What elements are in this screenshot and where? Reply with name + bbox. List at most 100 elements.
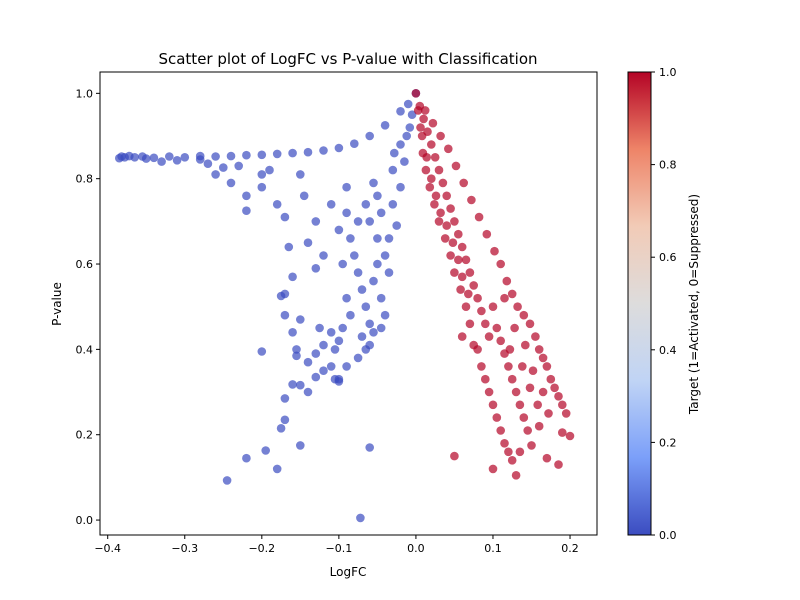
point-target-0 (280, 310, 290, 320)
colorbar (627, 71, 652, 536)
point-target-1 (527, 441, 536, 450)
point-target-0 (284, 242, 294, 252)
point-target-0 (357, 332, 367, 341)
point-target-1 (438, 178, 448, 188)
point-target-1 (534, 421, 544, 431)
point-target-1 (465, 319, 475, 329)
point-target-0 (299, 191, 309, 201)
point-target-1 (450, 268, 459, 277)
point-target-0 (353, 353, 363, 363)
point-target-1 (554, 392, 563, 401)
point-target-0 (361, 302, 371, 312)
point-target-1 (477, 362, 486, 371)
point-target-0 (211, 170, 220, 179)
point-target-1 (473, 293, 482, 303)
point-target-1 (544, 409, 553, 418)
point-target-1 (490, 246, 499, 256)
point-target-0 (303, 357, 313, 367)
point-target-0 (288, 148, 297, 158)
point-target-0 (376, 293, 386, 303)
point-target-1 (444, 144, 453, 154)
point-target-1 (492, 323, 502, 333)
point-target-1 (561, 409, 571, 418)
point-target-1 (440, 234, 450, 243)
point-target-0 (296, 315, 305, 324)
point-target-1 (518, 362, 527, 371)
point-target-0 (380, 121, 390, 130)
point-target-0 (203, 159, 213, 168)
point-target-0 (157, 157, 166, 166)
point-target-1 (469, 340, 479, 350)
point-target-1 (507, 289, 517, 299)
point-target-1 (442, 221, 452, 230)
point-target-1 (546, 374, 556, 384)
point-target-1 (510, 323, 519, 333)
point-target-1 (500, 439, 509, 448)
point-target-0 (357, 285, 367, 294)
point-target-0 (211, 152, 220, 161)
point-target-1 (519, 413, 529, 422)
point-target-0 (407, 110, 417, 119)
point-target-1 (550, 383, 559, 393)
point-target-1 (504, 362, 513, 371)
point-target-0 (292, 345, 301, 354)
point-target-1 (450, 451, 459, 461)
point-target-0 (365, 217, 375, 226)
point-target-1 (454, 229, 463, 239)
point-target-1 (461, 302, 471, 312)
point-target-1 (504, 447, 513, 457)
point-target-0 (376, 323, 386, 333)
point-target-1 (538, 387, 548, 397)
point-target-1 (542, 453, 552, 463)
point-target-1 (523, 426, 532, 435)
point-target-1 (558, 400, 567, 410)
point-target-0 (353, 268, 363, 277)
point-target-0 (342, 182, 351, 192)
point-target-0 (288, 328, 297, 337)
point-target-0 (342, 208, 351, 218)
point-target-0 (311, 264, 321, 273)
point-target-1 (474, 212, 484, 222)
point-target-1 (481, 319, 490, 329)
point-target-1 (515, 400, 525, 410)
point-target-1 (531, 332, 540, 341)
point-target-1 (525, 319, 535, 329)
y-tick-label: 0.2 (76, 429, 94, 442)
point-target-1 (448, 238, 458, 247)
point-target-0 (392, 221, 402, 230)
point-target-1 (496, 336, 506, 346)
point-target-0 (311, 217, 321, 226)
point-target-0 (149, 153, 159, 163)
point-target-0 (380, 310, 390, 320)
point-target-0 (350, 139, 359, 148)
point-target-1 (511, 471, 521, 480)
point-target-0 (373, 259, 382, 269)
point-target-1 (528, 366, 538, 376)
point-target-1 (505, 345, 515, 354)
point-target-0 (296, 380, 305, 390)
point-target-1 (496, 426, 506, 435)
point-target-1 (542, 362, 552, 371)
x-tick-label: 0.1 (484, 542, 502, 555)
point-target-0 (346, 310, 355, 320)
point-target-0 (319, 251, 328, 260)
y-tick-label: 0.6 (76, 258, 94, 271)
colorbar-ticks: 0.0 0.2 0.4 0.6 0.8 1.0 (651, 66, 677, 542)
point-target-1 (442, 191, 452, 201)
point-target-0 (334, 377, 344, 386)
point-target-0 (219, 163, 228, 172)
y-tick-label: 0.8 (76, 173, 94, 186)
x-tick-label: 0.0 (407, 542, 425, 555)
point-target-1 (488, 302, 498, 312)
colorbar-tick-label: 0.6 (659, 251, 677, 264)
point-target-0 (388, 165, 398, 175)
point-target-1 (431, 191, 441, 201)
point-target-0 (303, 147, 313, 157)
point-target-1 (484, 332, 494, 341)
point-target-1 (456, 285, 465, 294)
point-target-0 (242, 453, 251, 463)
point-target-0 (257, 182, 267, 192)
x-tick-label: −0.2 (248, 542, 275, 555)
point-target-0 (338, 259, 348, 269)
